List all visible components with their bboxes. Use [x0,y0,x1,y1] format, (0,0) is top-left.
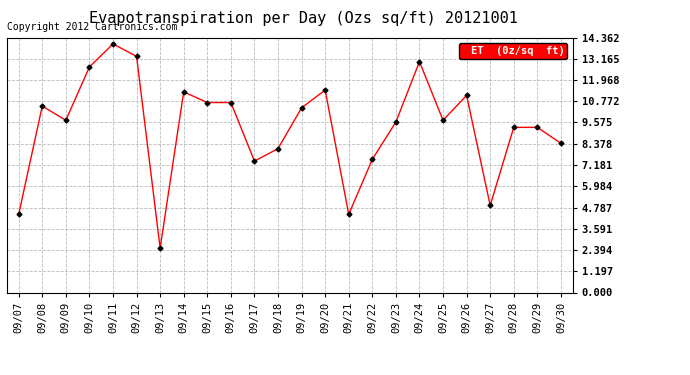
Legend: ET  (0z/sq  ft): ET (0z/sq ft) [459,43,567,59]
Text: Copyright 2012 Cartronics.com: Copyright 2012 Cartronics.com [7,22,177,32]
Text: Evapotranspiration per Day (Ozs sq/ft) 20121001: Evapotranspiration per Day (Ozs sq/ft) 2… [89,11,518,26]
